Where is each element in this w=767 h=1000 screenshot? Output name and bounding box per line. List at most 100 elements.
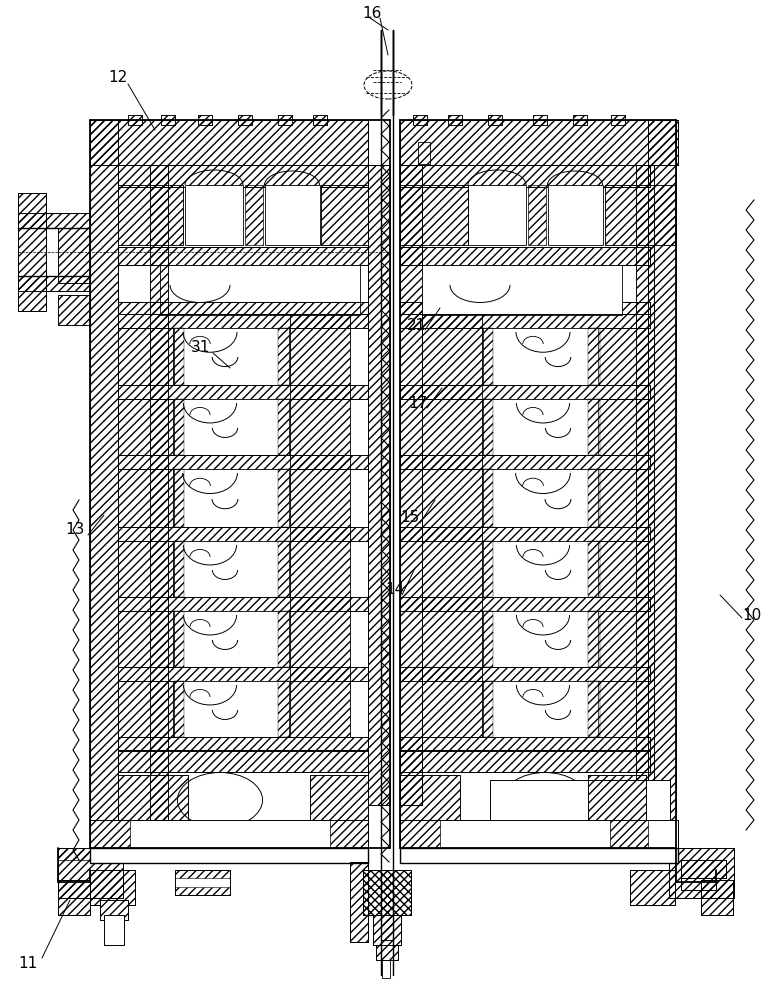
Bar (483, 611, 598, 667)
Bar (593, 469, 648, 527)
Bar (118, 469, 173, 527)
Bar (681, 878, 716, 890)
Bar (58, 880, 90, 915)
Bar (593, 399, 648, 455)
Bar (90, 120, 118, 830)
Bar (400, 820, 440, 848)
Bar (174, 611, 184, 667)
Bar (533, 115, 547, 125)
Bar (118, 469, 173, 527)
Bar (376, 945, 398, 960)
Bar (400, 750, 650, 772)
Bar (175, 870, 230, 895)
Bar (278, 681, 290, 737)
Bar (118, 775, 188, 830)
Ellipse shape (364, 71, 412, 99)
Bar (593, 681, 648, 737)
Bar (400, 314, 650, 328)
Text: 16: 16 (362, 6, 382, 21)
Bar (118, 541, 173, 597)
Bar (422, 667, 482, 737)
Bar (278, 611, 290, 667)
Bar (400, 820, 678, 848)
Bar (605, 185, 675, 245)
Bar (400, 527, 650, 541)
Bar (118, 455, 368, 469)
Bar (422, 314, 482, 385)
Bar (18, 276, 90, 291)
Bar (593, 541, 648, 597)
Bar (198, 115, 212, 125)
Bar (321, 185, 368, 245)
Bar (313, 115, 327, 125)
Bar (118, 314, 368, 328)
Bar (588, 399, 600, 455)
Text: 21: 21 (407, 318, 426, 332)
Bar (636, 165, 654, 825)
Bar (483, 328, 598, 385)
Bar (701, 880, 733, 915)
Bar (118, 328, 173, 385)
Bar (290, 385, 350, 455)
Bar (413, 115, 427, 125)
Bar (118, 750, 368, 772)
Bar (400, 165, 650, 187)
Bar (573, 115, 587, 125)
Bar (422, 455, 482, 527)
Bar (118, 611, 173, 667)
Bar (278, 469, 290, 527)
Bar (58, 295, 90, 325)
Bar (593, 541, 648, 597)
Bar (118, 455, 368, 469)
Bar (104, 915, 124, 945)
Bar (174, 399, 289, 455)
Bar (118, 527, 368, 541)
Bar (58, 228, 90, 283)
Bar (488, 115, 502, 125)
Bar (422, 597, 482, 667)
Bar (58, 295, 90, 325)
Bar (150, 165, 168, 825)
Bar (363, 870, 411, 915)
Bar (58, 848, 123, 898)
Bar (174, 328, 184, 385)
Bar (400, 597, 650, 611)
Bar (400, 737, 650, 751)
Bar (174, 541, 184, 597)
Bar (278, 399, 290, 455)
Bar (400, 820, 678, 848)
Bar (483, 399, 598, 455)
Bar (118, 247, 368, 265)
Bar (161, 115, 175, 125)
Bar (46, 276, 90, 291)
Bar (118, 527, 368, 541)
Bar (400, 247, 650, 265)
Bar (400, 120, 678, 165)
Bar (373, 915, 401, 945)
Bar (321, 185, 368, 245)
Bar (630, 870, 675, 905)
Bar (118, 165, 368, 187)
Bar (198, 115, 212, 125)
Bar (174, 541, 289, 597)
Bar (400, 165, 422, 805)
Bar (422, 527, 482, 597)
Bar (400, 165, 422, 805)
Bar (528, 185, 546, 245)
Ellipse shape (502, 772, 588, 828)
Bar (118, 737, 368, 751)
Bar (400, 527, 650, 541)
Bar (90, 120, 368, 165)
Bar (100, 900, 128, 920)
Bar (422, 527, 482, 597)
Bar (118, 667, 368, 681)
Bar (118, 597, 368, 611)
Bar (118, 399, 173, 455)
Bar (118, 541, 173, 597)
Bar (128, 115, 142, 125)
Bar (373, 915, 401, 945)
Bar (278, 541, 290, 597)
Bar (18, 193, 46, 311)
Bar (422, 385, 482, 455)
Bar (100, 900, 128, 920)
